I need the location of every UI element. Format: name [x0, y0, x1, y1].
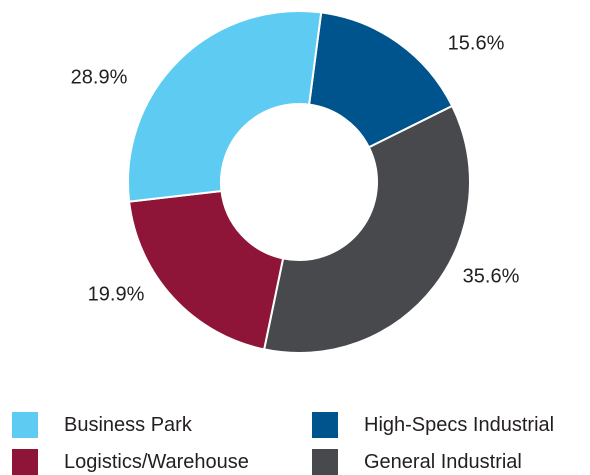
legend-item-logistics-warehouse: Logistics/Warehouse	[12, 449, 249, 475]
legend-label-high-specs-industrial: High-Specs Industrial	[364, 413, 555, 436]
slice-general-industrial	[262, 104, 471, 354]
percent-labels: 15.6% 35.6% 19.9% 28.9%	[71, 32, 520, 305]
slice-label-logistics-warehouse: 19.9%	[88, 283, 145, 305]
donut-chart: 15.6% 35.6% 19.9% 28.9%	[71, 10, 520, 354]
legend-item-general-industrial: General Industrial	[312, 449, 522, 475]
legend-swatch-general-industrial	[312, 449, 338, 475]
slice-label-business-park: 28.9%	[71, 66, 128, 88]
legend-label-business-park: Business Park	[64, 413, 192, 436]
legend-item-high-specs-industrial: High-Specs Industrial	[312, 412, 554, 438]
legend-swatch-logistics-warehouse	[12, 449, 38, 475]
slice-label-high-specs-industrial: 15.6%	[448, 32, 505, 54]
slice-business-park	[127, 10, 323, 203]
legend-label-logistics-warehouse: Logistics/Warehouse	[64, 450, 249, 473]
slice-label-general-industrial: 35.6%	[463, 265, 520, 287]
slice-logistics-warehouse	[128, 189, 285, 351]
legend-label-general-industrial: General Industrial	[364, 450, 522, 473]
donut-slices	[127, 10, 471, 354]
slice-high-specs-industrial	[307, 11, 454, 149]
legend-swatch-high-specs-industrial	[312, 412, 338, 438]
legend-item-business-park: Business Park	[12, 412, 192, 438]
legend-swatch-business-park	[12, 412, 38, 438]
